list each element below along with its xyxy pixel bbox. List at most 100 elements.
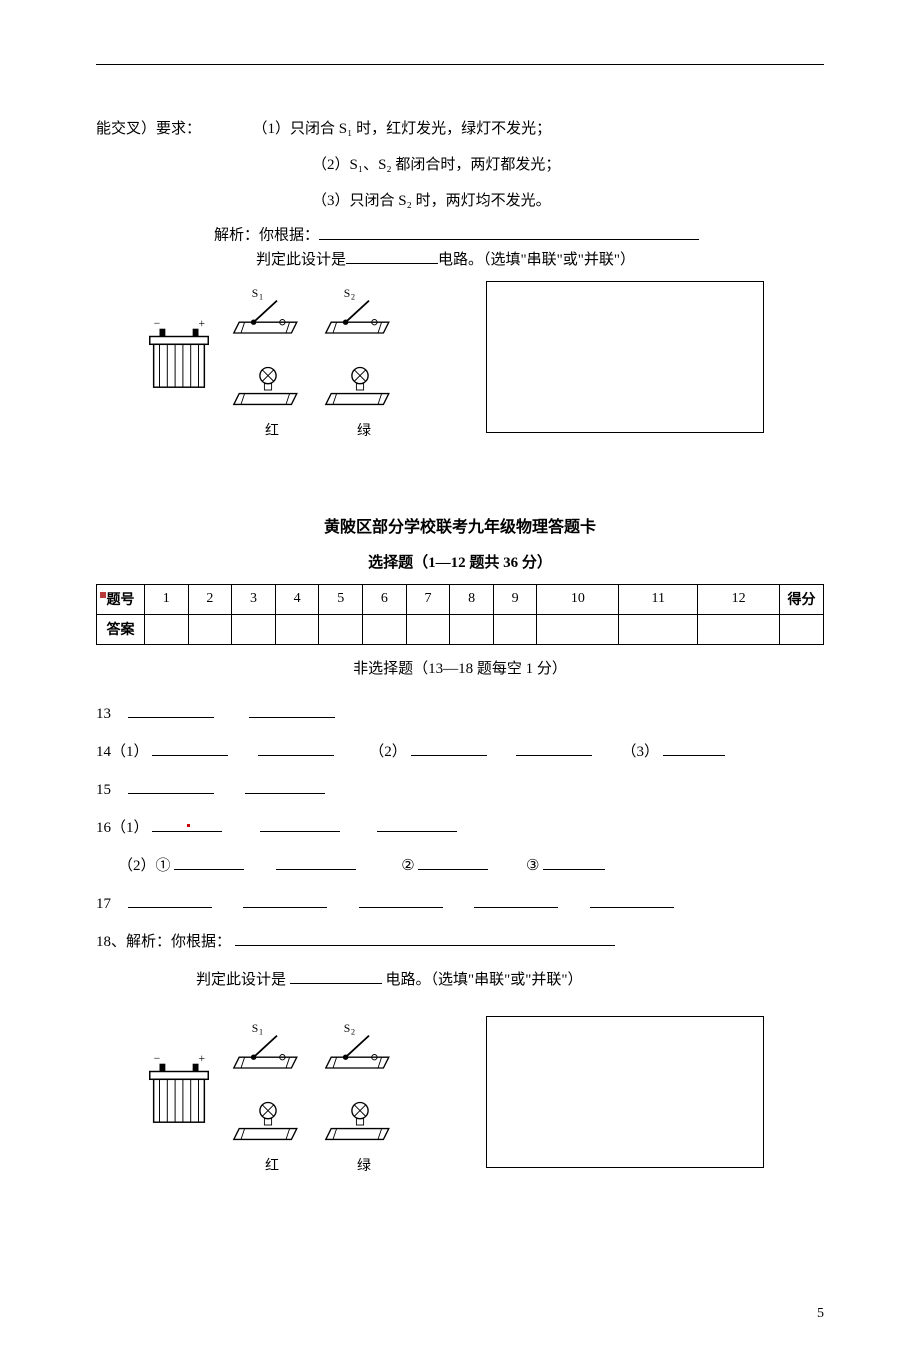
ans-cell	[363, 614, 407, 644]
q18-row: 18、解析：你根据：	[96, 924, 824, 960]
judge-prefix: 判定此设计是	[256, 252, 346, 268]
analysis-label: 解析：你根据：	[214, 228, 319, 244]
bulb-green-label-2: 绿	[324, 1155, 404, 1175]
table-answer-row: 答案	[97, 614, 824, 644]
blank	[663, 739, 725, 756]
col-5: 5	[319, 584, 363, 614]
blank	[258, 739, 334, 756]
ans-cell	[698, 614, 780, 644]
bulb-red: 红	[232, 363, 312, 440]
q16-2c: ③	[526, 848, 539, 884]
col-10: 10	[537, 584, 619, 614]
col-4: 4	[275, 584, 319, 614]
q15-num: 15	[96, 772, 124, 808]
judge-line: 判定此设计是 电路。（选填"串联"或"并联"）	[96, 245, 824, 275]
battery-2: − +	[140, 1052, 220, 1135]
q18-label: 18、解析：你根据：	[96, 934, 231, 950]
req-prefix: 能交叉）要求：	[96, 121, 201, 137]
q14-row: 14（1） （2） （3）	[96, 734, 824, 770]
blank	[418, 853, 488, 870]
answer-box-2	[486, 1016, 764, 1168]
req1-text: （1）只闭合 S₁ 时，红灯发光，绿灯不发光；	[253, 121, 552, 137]
blank	[245, 777, 325, 794]
blank	[260, 815, 340, 832]
blank	[128, 891, 212, 908]
page-number: 5	[817, 1306, 824, 1322]
q17-num: 17	[96, 886, 124, 922]
req3-text: （3）只闭合 S₂ 时，两灯均不发光。	[312, 193, 551, 209]
svg-text:1: 1	[259, 1028, 263, 1037]
blank	[249, 701, 335, 718]
requirement-intro: 能交叉）要求： （1）只闭合 S₁ 时，红灯发光，绿灯不发光；	[96, 111, 824, 147]
judge-suffix: 电路。（选填"串联"或"并联"）	[438, 252, 635, 268]
blank	[174, 853, 244, 870]
figure-row-2: S1 S2	[96, 1016, 824, 1172]
bulb-red-label: 红	[232, 420, 312, 440]
svg-text:S: S	[344, 288, 351, 300]
choice-section-title: 选择题（1—12 题共 36 分）	[96, 551, 824, 572]
q15-row: 15	[96, 772, 824, 808]
row-ans-label: 答案	[97, 614, 145, 644]
col-1: 1	[145, 584, 189, 614]
q17-row: 17	[96, 886, 824, 922]
svg-text:1: 1	[259, 293, 263, 302]
ans-cell	[493, 614, 537, 644]
q13-row: 13	[96, 696, 824, 732]
blank	[243, 891, 327, 908]
blank	[235, 929, 615, 946]
nonchoice-title: 非选择题（13—18 题每空 1 分）	[96, 657, 824, 678]
q16-1-row: 16（1）	[96, 810, 824, 846]
ans-cell	[319, 614, 363, 644]
col-qnum: 题号	[97, 584, 145, 614]
q16-2-row: （2）① ② ③	[96, 848, 824, 884]
col-3: 3	[232, 584, 276, 614]
svg-text:S: S	[344, 1023, 351, 1035]
q16-1: 16（1）	[96, 820, 149, 836]
svg-text:S: S	[252, 288, 259, 300]
score-cell	[780, 614, 824, 644]
switch-s1-2: S1	[232, 1023, 312, 1078]
col-12: 12	[698, 584, 780, 614]
req2: （2）S₁、S₂ 都闭合时，两灯都发光；	[96, 147, 824, 183]
blank	[152, 815, 222, 832]
ans-cell	[406, 614, 450, 644]
bulb-green-2: 绿	[324, 1098, 404, 1175]
table-header-row: 题号 1 2 3 4 5 6 7 8 9 10 11 12 得分	[97, 584, 824, 614]
col-6: 6	[363, 584, 407, 614]
blank	[290, 967, 382, 984]
red-marker	[100, 592, 106, 598]
col-2: 2	[188, 584, 232, 614]
bulb-green: 绿	[324, 363, 404, 440]
svg-text:−: −	[154, 1052, 161, 1065]
judge-blank	[346, 247, 438, 264]
ans-cell	[145, 614, 189, 644]
ans-cell	[188, 614, 232, 644]
bulb-green-label: 绿	[324, 420, 404, 440]
col-score: 得分	[780, 584, 824, 614]
q16-2b: ②	[401, 848, 414, 884]
component-grid-2: S1 S2	[136, 1016, 408, 1172]
blank	[590, 891, 674, 908]
analysis-line: 解析：你根据：	[96, 223, 824, 245]
blank	[543, 853, 605, 870]
component-grid: S1 S2	[136, 281, 408, 437]
q16-2a: （2）①	[118, 858, 171, 874]
analysis-blank	[319, 223, 699, 240]
svg-text:−: −	[154, 317, 161, 330]
ans-cell	[450, 614, 494, 644]
ans-cell	[232, 614, 276, 644]
ans-cell	[619, 614, 698, 644]
ans-cell	[537, 614, 619, 644]
svg-text:S: S	[252, 1023, 259, 1035]
switch-s1: S1	[232, 288, 312, 343]
q18-judge-row: 判定此设计是 电路。（选填"串联"或"并联"）	[96, 962, 824, 998]
bulb-red-label-2: 红	[232, 1155, 312, 1175]
blank	[128, 777, 214, 794]
col-9: 9	[493, 584, 537, 614]
q14-1: 14（1）	[96, 744, 149, 760]
switch-s2: S2	[324, 288, 404, 343]
q13-num: 13	[96, 696, 124, 732]
blank	[411, 739, 487, 756]
req3: （3）只闭合 S₂ 时，两灯均不发光。	[96, 183, 824, 219]
blank	[128, 701, 214, 718]
